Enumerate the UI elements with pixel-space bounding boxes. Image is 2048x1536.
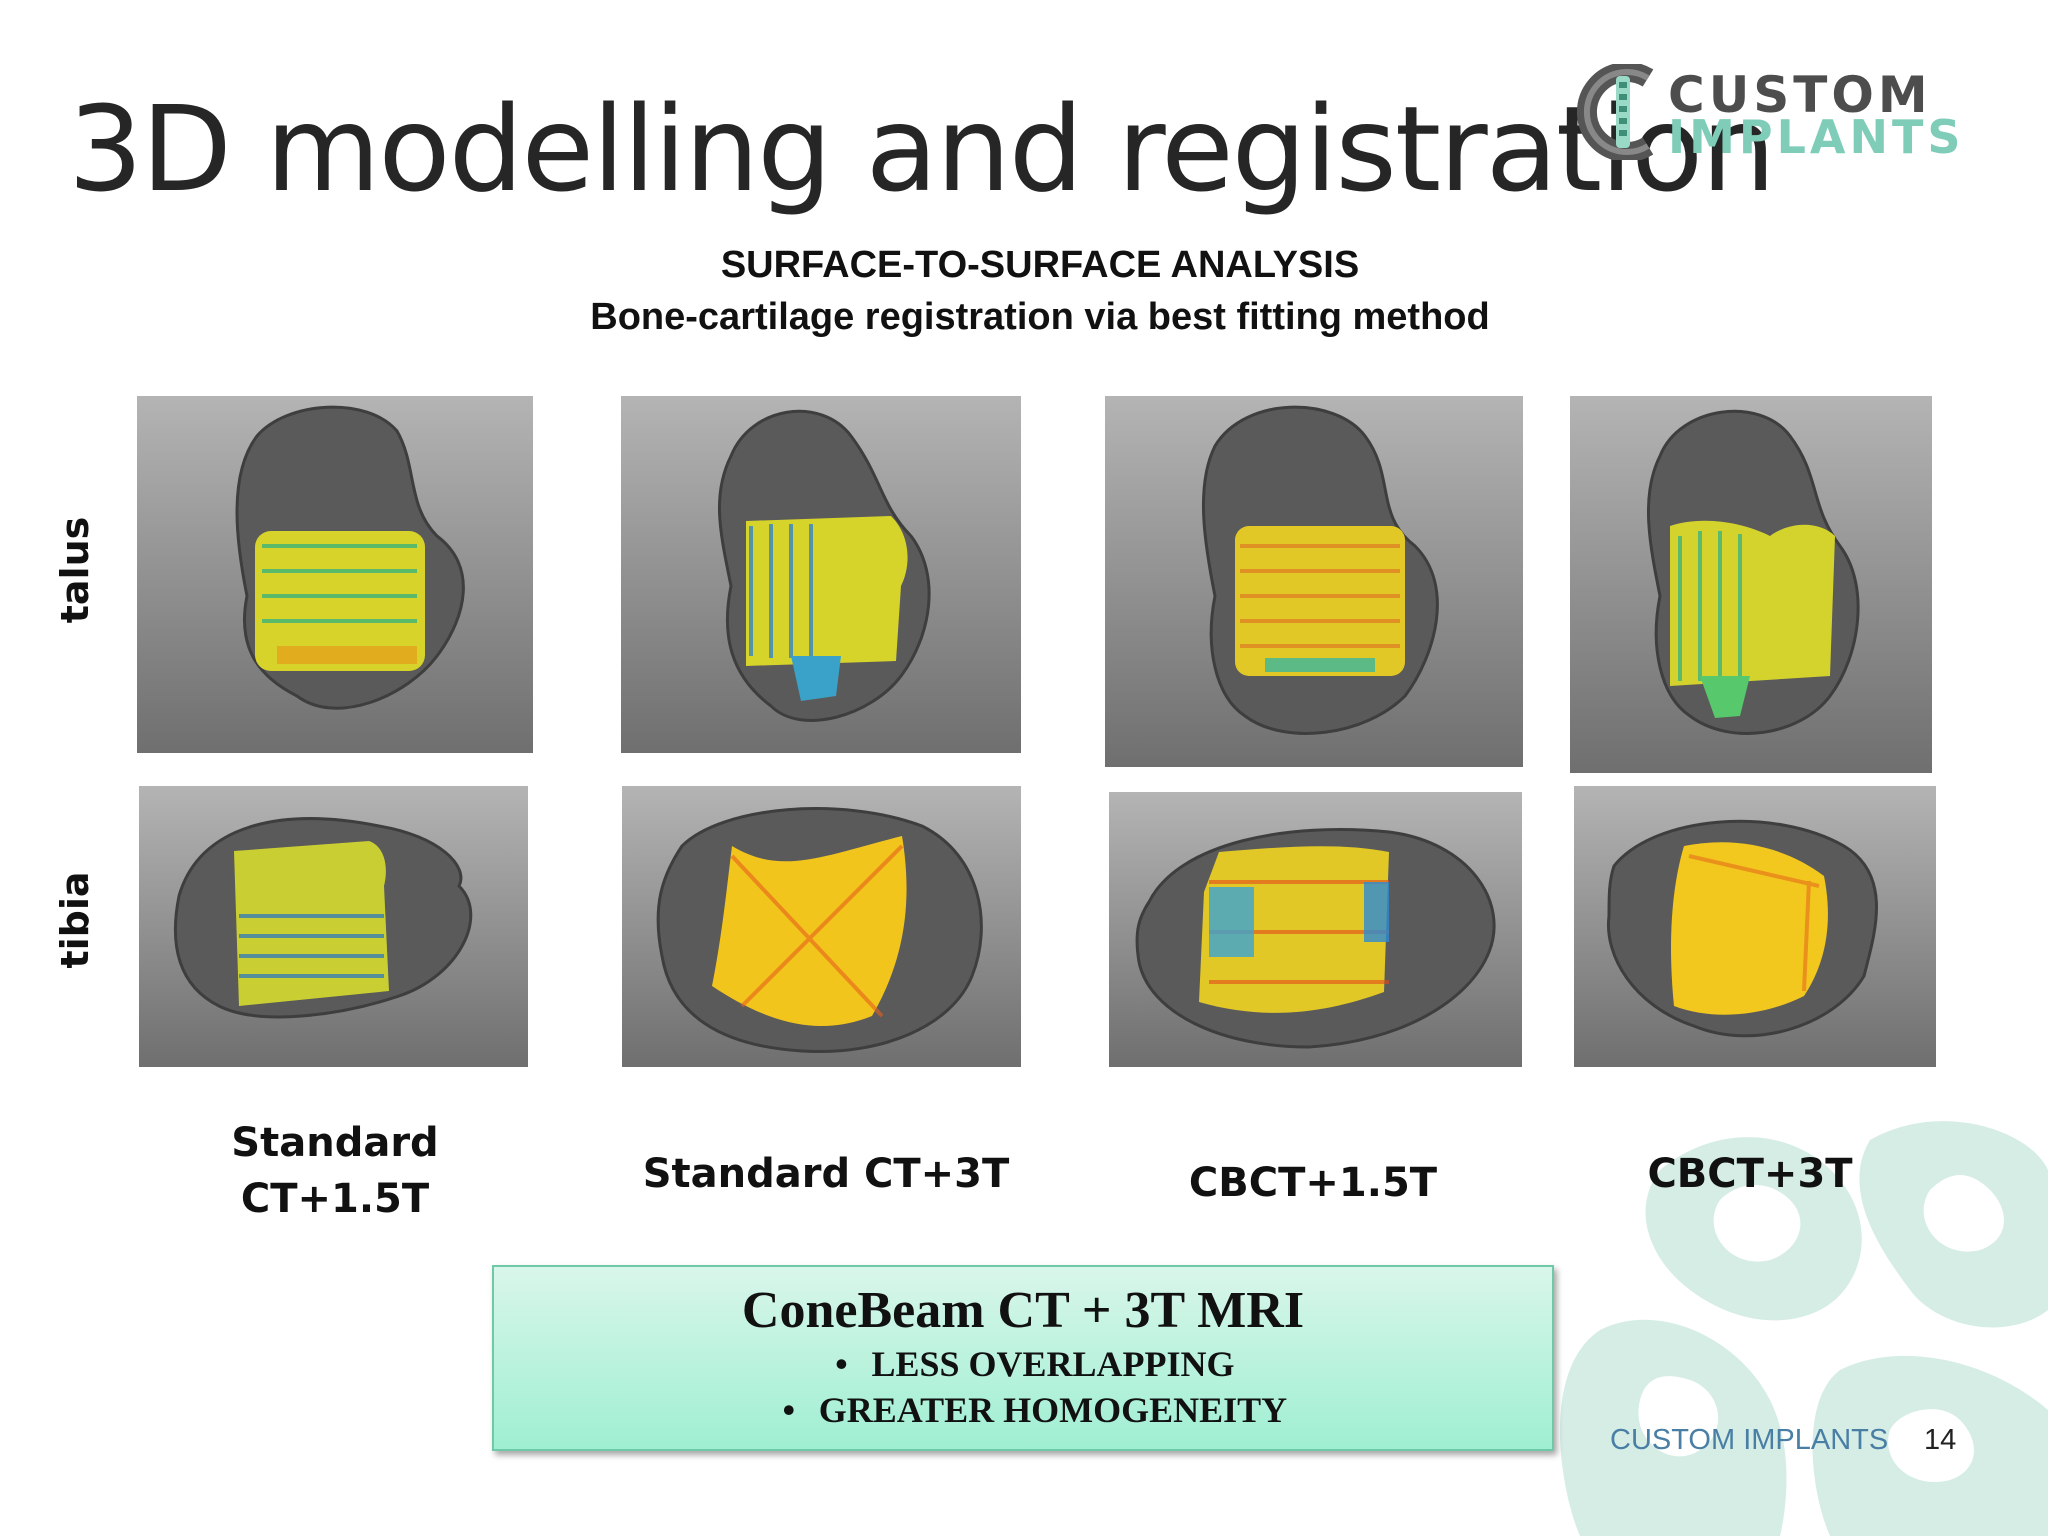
tibia-standard-ct-3t-image xyxy=(622,786,1021,1067)
logo-text-implants: IMPLANTS xyxy=(1668,110,1965,164)
row-label-talus: talus xyxy=(53,516,97,624)
summary-bullet-greater-homogeneity: • GREATER HOMOGENEITY xyxy=(494,1387,1552,1433)
column-label-standard-ct-1-5t: Standard CT+1.5T xyxy=(200,1115,470,1227)
tibia-cbct-1-5t-image xyxy=(1109,792,1522,1067)
talus-cbct-3t-image xyxy=(1570,396,1932,773)
page-number: 14 xyxy=(1924,1424,1957,1456)
tibia-cbct-3t-image xyxy=(1574,786,1936,1067)
tibia-standard-ct-1-5t-image xyxy=(139,786,528,1067)
summary-box: ConeBeam CT + 3T MRI • LESS OVERLAPPING •… xyxy=(492,1265,1554,1451)
summary-bullet-less-overlapping: • LESS OVERLAPPING xyxy=(494,1341,1552,1387)
column-label-standard-ct-3t: Standard CT+3T xyxy=(626,1146,1026,1202)
summary-title: ConeBeam CT + 3T MRI xyxy=(741,1282,1305,1339)
logo-c-icon xyxy=(1577,64,1654,160)
bullet-icon: • xyxy=(835,1344,848,1384)
row-label-tibia: tibia xyxy=(53,871,97,969)
slide-title: 3D modelling and registration xyxy=(68,80,1776,218)
column-label-cbct-3t: CBCT+3T xyxy=(1550,1146,1950,1202)
lattice-decoration xyxy=(1560,1121,2048,1536)
subtitle-analysis: SURFACE-TO-SURFACE ANALYSIS xyxy=(720,244,1360,286)
subtitle-method: Bone-cartilage registration via best fit… xyxy=(590,296,1490,338)
footer-company-name: CUSTOM IMPLANTS xyxy=(1610,1424,1889,1456)
column-label-cbct-1-5t: CBCT+1.5T xyxy=(1113,1155,1513,1211)
column-label-line1: Standard xyxy=(231,1120,439,1166)
column-label-line1: CBCT+1.5T xyxy=(1188,1160,1438,1206)
talus-standard-ct-3t-image xyxy=(621,396,1021,753)
column-label-line1: CBCT+3T xyxy=(1647,1151,1853,1197)
custom-implants-logo: CUSTOM IMPLANTS xyxy=(1568,64,1998,164)
bullet-icon: • xyxy=(782,1390,796,1430)
bullet-text: GREATER HOMOGENEITY xyxy=(818,1390,1288,1430)
talus-cbct-1-5t-image xyxy=(1105,396,1523,767)
column-label-line2: CT+1.5T xyxy=(240,1176,430,1222)
talus-standard-ct-1-5t-image xyxy=(137,396,533,753)
column-label-line1: Standard CT+3T xyxy=(642,1151,1010,1197)
logo-text-custom: CUSTOM xyxy=(1668,66,1932,124)
bullet-text: LESS OVERLAPPING xyxy=(871,1344,1235,1384)
